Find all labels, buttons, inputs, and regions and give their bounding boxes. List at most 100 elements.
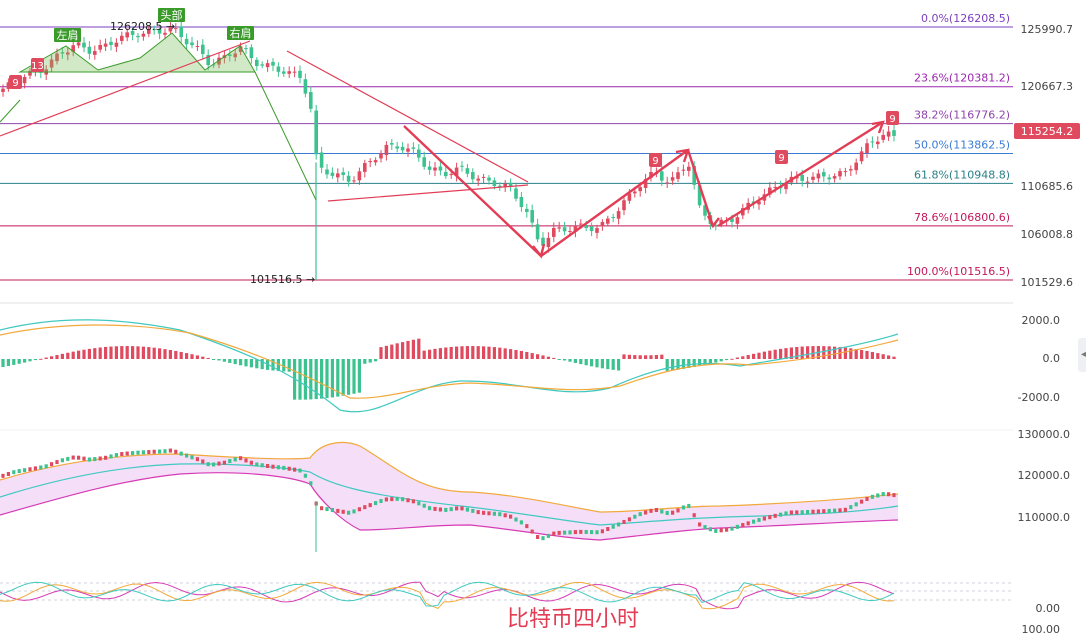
macd-bar [55,355,59,359]
boll-candle [233,457,237,462]
boll-candle [892,493,896,498]
candle-body [298,70,302,78]
macd-bar [735,357,739,359]
boll-candle [633,514,637,519]
candle-body [492,180,497,186]
candle-body [163,32,167,35]
boll-candle [703,525,707,530]
macd-bar [773,349,777,359]
candle-body [665,182,669,184]
price-axis-tick: 125990.7 [1021,23,1074,36]
candle-body [190,42,194,46]
macd-bar [336,359,340,397]
price-axis-tick: 110685.6 [1021,180,1074,193]
macd-bar [460,346,464,359]
boll-candle [217,461,221,466]
candle-body [93,51,97,55]
macd-bar [98,347,102,359]
boll-candle [271,464,275,469]
macd-bar [811,346,815,359]
macd-bar [163,349,167,359]
boll-candle [66,456,70,461]
boll-candle [428,506,432,511]
candle-body [395,146,399,149]
boll-candle [379,499,383,504]
boll-candle [854,502,858,507]
macd-bar [50,356,54,359]
candle-body [525,208,529,212]
macd-bar [17,359,21,364]
chevron-left-icon[interactable]: ◂ [1080,349,1086,360]
boll-candle [654,507,658,512]
rsi-line [0,581,895,610]
macd-bar [303,359,307,400]
macd-bar [703,359,707,365]
boll-candle [320,506,324,511]
candle-body [147,28,151,34]
candle-body [417,149,421,158]
candle-body [201,44,205,55]
td-badge-label: 9 [652,156,658,167]
macd-bar [255,359,259,369]
macd-bar [746,355,750,359]
boll-candle [671,510,675,515]
macd-bar [557,359,561,360]
boll-candle [206,462,210,467]
candle-body [357,171,362,181]
boll-candle [482,510,486,515]
macd-bar [725,359,729,361]
candle-body [800,174,804,181]
macd-bar [174,350,178,359]
candle-body [228,54,232,57]
macd-bar [833,346,837,359]
boll-candle [768,515,772,520]
candle-body [363,163,367,172]
fib-label: 38.2%(116776.2) [914,109,1010,122]
macd-bar [762,351,766,359]
pattern-tag [158,8,185,22]
macd-bar [627,354,631,359]
candle-body [184,38,189,45]
macd-bar [865,350,869,359]
boll-candle [541,536,545,541]
macd-bar [82,349,86,359]
boll-candle [719,528,723,533]
boll-candle [136,450,140,455]
boll-candle [503,513,507,518]
boll-candle [17,469,21,474]
macd-bar [860,349,864,359]
candle-body [611,217,615,219]
candle-body [125,32,129,38]
candle-body [60,52,65,54]
macd-bar [892,356,896,359]
boll-candle [557,530,561,535]
boll-candle [109,454,113,459]
macd-bar [212,359,216,360]
boll-candle [838,508,842,513]
macd-bar [87,348,91,359]
macd-bar [579,359,583,365]
macd-bar [239,359,243,366]
macd-bar [563,359,567,361]
side-panel-tab[interactable] [1078,338,1086,372]
arrow-line [540,149,689,257]
macd-bar [120,346,124,359]
boll-candle [168,448,172,453]
boll-candle [341,509,345,514]
macd-bar [1,359,5,368]
candle-body [249,47,254,59]
boll-candle [843,507,847,512]
candle-body [238,46,243,52]
candle-body [600,221,605,227]
boll-candle [536,535,540,540]
candle-body [676,172,680,179]
candle-body [260,64,264,66]
boll-candle [876,493,880,498]
neckline-trendline [0,40,251,137]
macd-bar [638,355,642,359]
candle-body [287,71,291,74]
boll-candle [492,511,496,516]
boll-candle [87,457,91,462]
candle-body [579,223,583,225]
macd-bar [287,359,291,372]
